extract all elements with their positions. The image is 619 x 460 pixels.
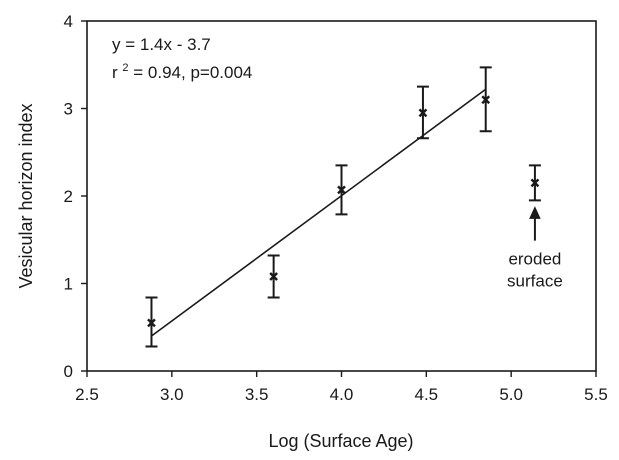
x-tick-label: 2.5: [75, 385, 99, 404]
regression-line: [150, 88, 487, 337]
regression-equation: y = 1.4x - 3.7: [112, 35, 211, 54]
regression-stats: r 2 = 0.94, p=0.004: [112, 56, 252, 82]
regression-layer: [150, 88, 487, 337]
point-marker-x: [337, 185, 346, 195]
x-tick-label: 5.0: [499, 385, 523, 404]
x-tick-label: 5.5: [584, 385, 608, 404]
x-tick-label: 3.5: [245, 385, 269, 404]
point-marker-x: [418, 108, 428, 118]
x-tick-label: 4.0: [330, 385, 354, 404]
eroded-surface-annotation: eroded surface: [507, 206, 563, 291]
data-points: [145, 66, 541, 348]
ticks: 2.5 3.0 3.5 4.0 4.5 5.0 5.5 0 1 2 3 4: [64, 12, 608, 404]
data-point: [145, 296, 158, 348]
annotation-arrowhead: [529, 206, 541, 219]
y-tick-label: 3: [64, 100, 73, 119]
point-marker-x: [269, 272, 278, 281]
point-marker-x: [530, 178, 540, 188]
y-tick-label: 2: [64, 187, 73, 206]
point-marker-x: [481, 95, 491, 105]
y-tick-label: 1: [64, 275, 73, 294]
regression-stats-prefix: r: [112, 63, 118, 82]
data-point: [528, 164, 541, 202]
annotation-text-line-2: surface: [507, 272, 563, 291]
point-marker-x: [147, 318, 156, 328]
regression-stats-rest: = 0.94, p=0.004: [133, 63, 252, 82]
data-point: [479, 66, 492, 133]
data-point: [416, 85, 429, 140]
data-point: [335, 164, 348, 216]
y-tick-label: 0: [64, 362, 73, 381]
data-point: [267, 254, 280, 299]
x-axis-title: Log (Surface Age): [268, 431, 413, 451]
y-axis-title: Vesicular horizon index: [16, 103, 36, 288]
regression-stats-superscript: 2: [122, 62, 128, 74]
annotation-text-line-1: eroded: [508, 250, 561, 269]
y-tick-label: 4: [64, 12, 73, 31]
x-tick-label: 3.0: [160, 385, 184, 404]
x-tick-label: 4.5: [415, 385, 439, 404]
